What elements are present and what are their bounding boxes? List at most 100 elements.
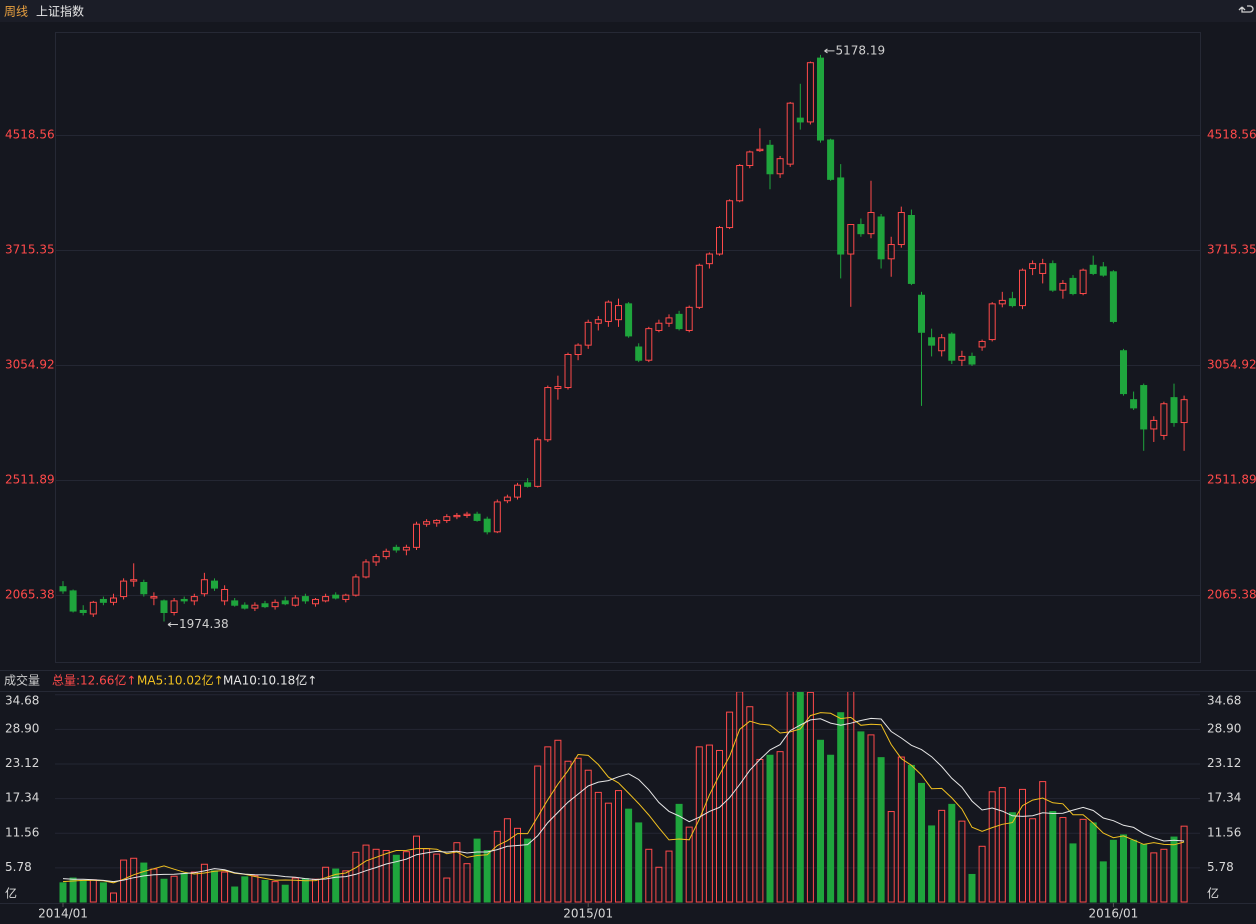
volume-bar bbox=[857, 731, 865, 903]
volume-bar bbox=[99, 882, 107, 903]
candle-body bbox=[453, 514, 461, 518]
candle-body bbox=[281, 600, 289, 605]
volume-bar bbox=[685, 826, 693, 903]
top-bar bbox=[0, 0, 1256, 22]
volume-bar bbox=[180, 872, 188, 903]
y-tick-label-right: 3054.92 bbox=[1207, 358, 1256, 372]
volume-bar bbox=[291, 877, 299, 903]
candle-body bbox=[665, 317, 673, 324]
candle-body bbox=[170, 600, 178, 613]
y-tick-label-right: 23.12 bbox=[1207, 756, 1241, 770]
volume-bar bbox=[69, 877, 77, 903]
volume-bar bbox=[645, 848, 653, 903]
candle-body bbox=[211, 580, 218, 589]
candle-body bbox=[463, 513, 471, 516]
volume-bar bbox=[655, 866, 663, 903]
candle-body bbox=[493, 501, 501, 533]
volume-bar bbox=[665, 850, 673, 903]
candle-body bbox=[867, 212, 875, 235]
candle-body bbox=[1008, 298, 1016, 307]
candle-body bbox=[857, 224, 865, 235]
candle-body bbox=[59, 586, 67, 592]
candle-body bbox=[928, 337, 936, 346]
labels: 2065.38 2065.38 2511.89 2511.89 3054.92 3054.… bbox=[5, 43, 1256, 920]
volume-bar bbox=[796, 692, 804, 903]
volume-bar bbox=[534, 765, 542, 903]
period-label[interactable]: 周线 bbox=[4, 5, 28, 19]
candle-body bbox=[938, 337, 946, 352]
volume-bar bbox=[705, 744, 713, 903]
y-tick-label-right: 3715.35 bbox=[1207, 242, 1256, 256]
y-tick-label-right: 2065.38 bbox=[1207, 588, 1256, 602]
candle-body bbox=[695, 264, 703, 308]
candle-body bbox=[817, 57, 824, 141]
candle-body bbox=[483, 518, 491, 533]
candle-body bbox=[786, 102, 794, 165]
y-tick-label-left: 11.56 bbox=[5, 825, 39, 839]
candle-body bbox=[1049, 263, 1057, 291]
candle-body bbox=[231, 600, 239, 606]
y-tick-label-left: 4518.56 bbox=[5, 127, 55, 141]
candle-body bbox=[594, 319, 602, 324]
annotation-arrow bbox=[167, 622, 178, 627]
volume-bar bbox=[211, 870, 218, 903]
volume-bar bbox=[564, 760, 572, 903]
volume-bar bbox=[524, 838, 532, 903]
volume-bar bbox=[918, 782, 925, 903]
volume-bar bbox=[988, 791, 996, 903]
x-tick-label: 2015/01 bbox=[563, 907, 613, 921]
y-tick-label-left: 34.68 bbox=[5, 694, 39, 708]
volume-bar bbox=[301, 878, 309, 903]
volume-bar bbox=[1109, 839, 1117, 903]
volume-bar bbox=[786, 692, 794, 903]
y-tick-label-left: 3715.35 bbox=[5, 242, 55, 256]
candle-body bbox=[514, 484, 521, 498]
candle-body bbox=[503, 496, 511, 502]
y-tick-label-right: 4518.56 bbox=[1207, 127, 1256, 141]
volume-bar bbox=[837, 712, 845, 903]
candle-body bbox=[1130, 399, 1138, 409]
volume-bar bbox=[281, 884, 289, 903]
candle-body bbox=[948, 333, 956, 361]
candle-body bbox=[1059, 282, 1067, 291]
candle-body bbox=[544, 387, 552, 441]
y-tick-label-left: 28.90 bbox=[5, 721, 39, 735]
y-tick-label-right: 11.56 bbox=[1207, 825, 1241, 839]
volume-bar bbox=[1170, 836, 1178, 903]
volume-bar bbox=[1120, 834, 1127, 903]
volume-group bbox=[59, 692, 1188, 903]
volume-bar bbox=[1069, 843, 1077, 903]
volume-bar bbox=[978, 845, 986, 903]
candle-body bbox=[746, 151, 754, 166]
volume-bar bbox=[897, 756, 905, 903]
candle-body bbox=[1069, 277, 1077, 295]
back-icon[interactable] bbox=[1238, 5, 1254, 13]
candle-body bbox=[988, 303, 996, 341]
volume-bar bbox=[594, 791, 602, 903]
candle-body bbox=[271, 601, 279, 608]
main-panel bbox=[55, 32, 1201, 663]
volume-bar bbox=[998, 787, 1006, 903]
candle-body bbox=[726, 200, 734, 229]
candle-body bbox=[756, 148, 764, 152]
volume-bar bbox=[59, 882, 67, 903]
y-tick-label-left: 17.34 bbox=[5, 791, 39, 805]
candle-body bbox=[564, 354, 572, 389]
candle-body bbox=[1180, 399, 1188, 424]
candle-body bbox=[69, 590, 77, 612]
y-tick-label-right: 17.34 bbox=[1207, 791, 1241, 805]
volume-bar bbox=[231, 886, 239, 903]
candle-body bbox=[120, 580, 128, 598]
candle-body bbox=[473, 513, 481, 521]
candle-body bbox=[655, 322, 663, 331]
volume-bar bbox=[1008, 812, 1016, 903]
candle-body bbox=[160, 600, 168, 613]
volume-bar bbox=[1130, 839, 1138, 903]
volume-bar bbox=[110, 892, 117, 903]
candle-body bbox=[443, 516, 451, 521]
candle-body bbox=[625, 303, 633, 337]
candle-body bbox=[1019, 269, 1026, 307]
y-tick-label-left: 5.78 bbox=[5, 860, 32, 874]
volume-bar bbox=[352, 851, 360, 903]
